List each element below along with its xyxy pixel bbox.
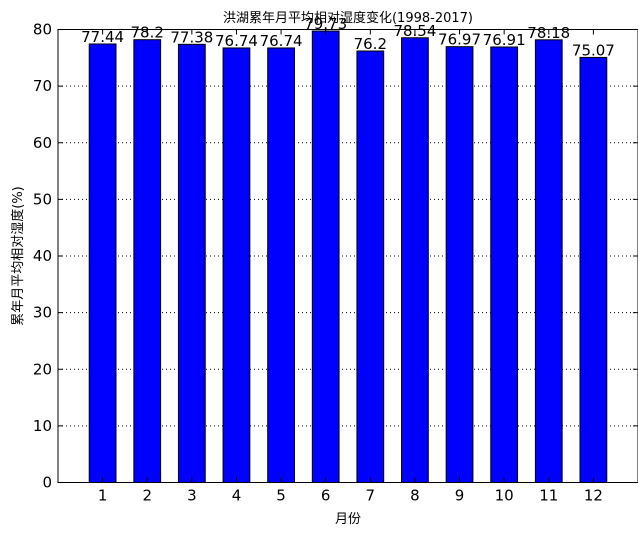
x-tick-label: 10 <box>495 487 514 505</box>
bar <box>222 47 251 484</box>
bar-value-label: 77.38 <box>170 28 213 46</box>
bar-value-label: 77.44 <box>81 28 124 46</box>
y-tick-label: 20 <box>33 360 52 378</box>
x-tick-label: 9 <box>455 487 465 505</box>
bar-value-label: 76.91 <box>483 31 526 49</box>
y-tick-label: 60 <box>33 134 52 152</box>
x-tick-label: 1 <box>98 487 108 505</box>
x-tick-label: 8 <box>410 487 420 505</box>
y-tick-label: 80 <box>33 21 52 39</box>
bar-value-label: 75.07 <box>572 41 615 59</box>
bar <box>133 39 162 483</box>
bar <box>401 37 429 484</box>
chart-title: 洪湖累年月平均相对湿度变化(1998-2017) <box>223 10 473 26</box>
x-axis-label: 月份 <box>335 512 361 527</box>
y-tick-label: 70 <box>33 77 52 95</box>
x-tick-label: 11 <box>539 487 558 505</box>
x-tick-label: 3 <box>187 487 197 505</box>
bar <box>311 30 340 484</box>
y-tick-label: 40 <box>33 247 52 265</box>
x-tick-label: 5 <box>276 487 286 505</box>
bar-value-label: 76.2 <box>354 35 387 53</box>
bar-value-label: 79.73 <box>304 15 347 33</box>
x-tick-label: 2 <box>142 487 152 505</box>
x-tick-label: 12 <box>584 487 603 505</box>
bar <box>445 46 474 483</box>
plot-frame <box>57 29 638 483</box>
bar <box>267 47 295 484</box>
y-tick-label: 30 <box>33 304 52 322</box>
y-tick-label: 10 <box>33 417 52 435</box>
y-tick-label: 0 <box>42 474 52 492</box>
x-tick-label: 6 <box>321 487 331 505</box>
bar-value-label: 76.74 <box>260 32 303 50</box>
bar <box>579 56 608 483</box>
x-tick-label: 7 <box>366 487 376 505</box>
x-tick-label: 4 <box>232 487 242 505</box>
y-axis-label: 累年月平均相对湿度(%) <box>10 186 26 326</box>
bar <box>356 50 385 484</box>
bar-value-label: 76.74 <box>215 32 258 50</box>
bar-value-label: 76.97 <box>438 31 481 49</box>
bar <box>88 43 117 483</box>
bar <box>490 46 519 483</box>
bar <box>534 39 563 483</box>
bars <box>88 30 608 484</box>
y-tick-label: 50 <box>33 190 52 208</box>
bar <box>177 43 206 483</box>
